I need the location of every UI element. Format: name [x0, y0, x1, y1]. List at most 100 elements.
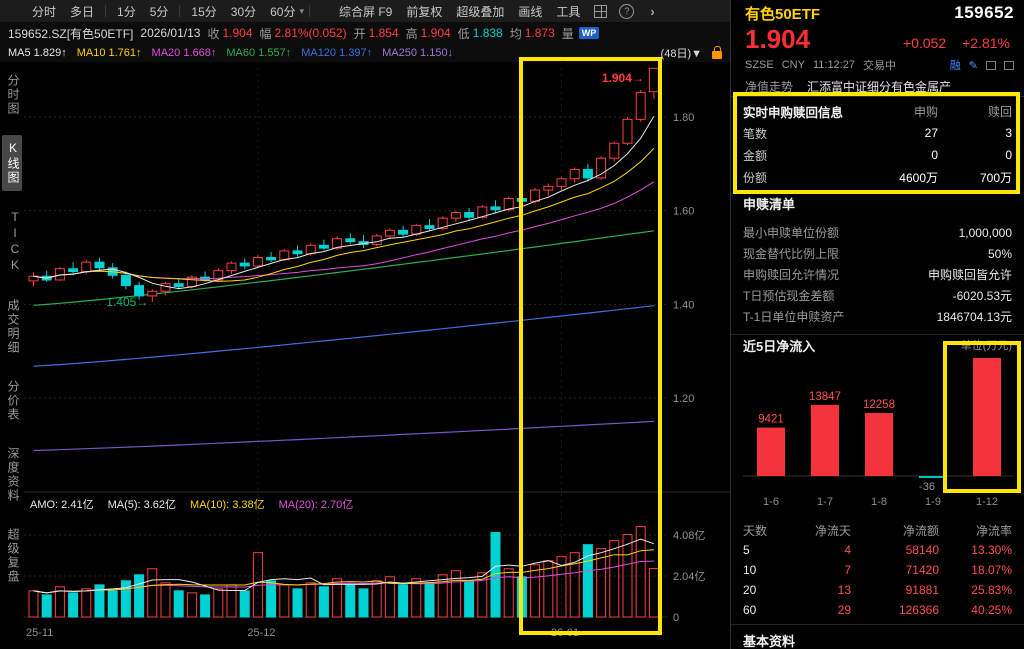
menu-forward-adjusted[interactable]: 前复权 — [406, 4, 443, 19]
cell: 71420 — [905, 563, 939, 577]
toolbar-divider — [309, 5, 311, 17]
amo-value: AMO: 2.41亿 — [30, 499, 94, 511]
table-row: 20 13 91881 25.83% — [743, 580, 1012, 600]
kv-value: -6020.53元 — [952, 289, 1012, 303]
cell: 4 — [844, 543, 851, 557]
help-icon[interactable]: ? — [619, 3, 635, 19]
sidebar-item-super-replay[interactable]: 超级复盘 — [6, 528, 20, 584]
kv-value: 申购赎回皆允许 — [927, 268, 1012, 282]
sidebar-item-timeshare[interactable]: 分时图 — [6, 74, 20, 116]
basic-info-section-title[interactable]: 基本资料 — [731, 624, 1024, 649]
col-inflow-rate: 净流率 — [975, 523, 1012, 538]
purchase-redeem-list-title[interactable]: 申赎清单 — [743, 197, 796, 212]
col-days: 天数 — [743, 523, 768, 538]
panel-stock-code: 159652 — [954, 3, 1014, 22]
wp-badge[interactable]: WP — [578, 27, 600, 39]
sidebar-item-tick[interactable]: TICK — [8, 210, 22, 274]
cell: 5 — [743, 543, 750, 557]
last-price: 1.904 — [745, 24, 811, 54]
ma5-value: MA5 1.829↑ — [8, 47, 67, 59]
svg-text:1-9: 1-9 — [925, 496, 941, 508]
cell: 91881 — [905, 583, 939, 597]
ma20-value: MA20 1.668↑ — [151, 47, 217, 59]
menu-tools[interactable]: 工具 — [556, 4, 581, 19]
ma-indicator-bar: MA5 1.829↑ MA10 1.761↑ MA20 1.668↑ MA60 … — [0, 44, 730, 62]
table-row: 10 7 71420 18.07% — [743, 560, 1012, 580]
kv-value: 1846704.13元 — [936, 310, 1012, 324]
sidebar-item-depth-info[interactable]: 深度资料 — [6, 447, 20, 503]
kline-chart-area[interactable]: 1.80 1.60 1.40 1.20 4.08亿 2.04亿 0 25-11 25-12 26-… — [24, 62, 730, 649]
amo-ma5-value: MA(5): 3.62亿 — [107, 499, 177, 511]
tab-15min[interactable]: 15分 — [191, 4, 217, 19]
tab-60min[interactable]: 60分 — [270, 4, 296, 19]
svg-text:9421: 9421 — [758, 414, 784, 426]
price-change: +0.052 — [902, 35, 947, 51]
net-inflow-table: 天数 净流天 净流额 净流率 5 4 58140 13.30% 10 7 714… — [731, 520, 1024, 620]
net-inflow-title: 近5日净流入 — [743, 338, 816, 354]
lock-icon[interactable] — [712, 46, 722, 59]
svg-text:1-7: 1-7 — [817, 496, 833, 508]
chevron-right-icon[interactable]: › — [650, 3, 655, 19]
cell: 60 — [743, 603, 757, 617]
sidebar-item-price-table[interactable]: 分价表 — [6, 380, 20, 422]
svg-text:1.80: 1.80 — [673, 112, 694, 124]
svg-text:-36: -36 — [919, 481, 935, 493]
stock-detail-panel: 有色50ETF 159652 1.904 +0.052 +2.81% SZSE … — [730, 0, 1024, 649]
tab-nav-trend[interactable]: 净值走势 — [745, 79, 794, 94]
tab-5min[interactable]: 5分 — [149, 4, 169, 19]
row-label: 笔数 — [743, 126, 768, 141]
edit-icon[interactable]: ✎ — [968, 59, 978, 72]
tab-30min[interactable]: 30分 — [230, 4, 257, 19]
sidebar-item-trade-detail[interactable]: 成交明细 — [6, 299, 20, 355]
cell: 126366 — [898, 603, 939, 617]
tab-multiday[interactable]: 多日 — [70, 4, 95, 19]
svg-text:1.904→: 1.904→ — [602, 71, 644, 85]
svg-text:2.04亿: 2.04亿 — [673, 570, 705, 583]
net-inflow-unit: 单位(万元) — [960, 340, 1012, 352]
svg-text:26-01: 26-01 — [551, 627, 579, 639]
open-label: 开 — [353, 26, 366, 41]
menu-composite-screen[interactable]: 综合屏 F9 — [339, 4, 393, 19]
grid-layout-icon[interactable] — [594, 4, 608, 18]
open-value: 1.854 — [368, 26, 399, 40]
col-inflow-days: 净流天 — [814, 523, 851, 538]
list-item: 最小申赎单位份额 1,000,000 — [743, 222, 1012, 243]
menu-draw-line[interactable]: 画线 — [518, 4, 543, 19]
cell: 13 — [837, 583, 851, 597]
kv-value: 1,000,000 — [958, 225, 1012, 240]
visible-days-selector[interactable]: (48日)▼ — [660, 48, 702, 60]
list-item: 申购赎回允许情况 申购赎回皆允许 — [743, 264, 1012, 285]
tab-timeshare[interactable]: 分时 — [32, 4, 57, 19]
cell: 29 — [837, 603, 851, 617]
svg-text:0: 0 — [673, 612, 679, 624]
kline-chart-svg[interactable]: 1.80 1.60 1.40 1.20 4.08亿 2.04亿 0 25-11 25-12 26-… — [24, 62, 730, 649]
svg-text:1.60: 1.60 — [673, 206, 694, 218]
sell-shares: 700万 — [979, 170, 1012, 185]
ma10-value: MA10 1.761↑ — [76, 47, 142, 59]
cell: 20 — [743, 583, 757, 597]
kv-label: T日预估现金差额 — [743, 289, 835, 303]
table-row: 笔数 27 3 — [743, 122, 1012, 144]
menu-super-overlay[interactable]: 超级叠加 — [456, 4, 505, 19]
chevron-down-icon[interactable]: ▾ — [299, 5, 305, 16]
stock-code-name[interactable]: 159652.SZ[有色50ETF] — [8, 26, 134, 41]
svg-text:12258: 12258 — [863, 399, 895, 411]
fund-full-name: 汇添富中证细分有色金属产 — [807, 79, 952, 94]
kv-label: 最小申赎单位份额 — [743, 226, 840, 240]
cell: 40.25% — [971, 603, 1012, 617]
popout-icon[interactable] — [1004, 60, 1014, 70]
exchange-label: SZSE — [745, 59, 774, 71]
col-inflow-amount: 净流额 — [902, 523, 939, 538]
svg-text:1.405→: 1.405→ — [106, 295, 148, 309]
window-icon[interactable] — [986, 60, 996, 70]
high-label: 高 — [405, 26, 418, 41]
cell: 58140 — [905, 543, 939, 557]
svg-text:1-12: 1-12 — [976, 496, 998, 508]
row-label: 金额 — [743, 148, 768, 163]
sidebar-item-kline[interactable]: K线图 — [2, 135, 22, 191]
tab-1min[interactable]: 1分 — [117, 4, 136, 19]
volume-label: 量 — [561, 26, 574, 41]
cell: 7 — [844, 563, 851, 577]
